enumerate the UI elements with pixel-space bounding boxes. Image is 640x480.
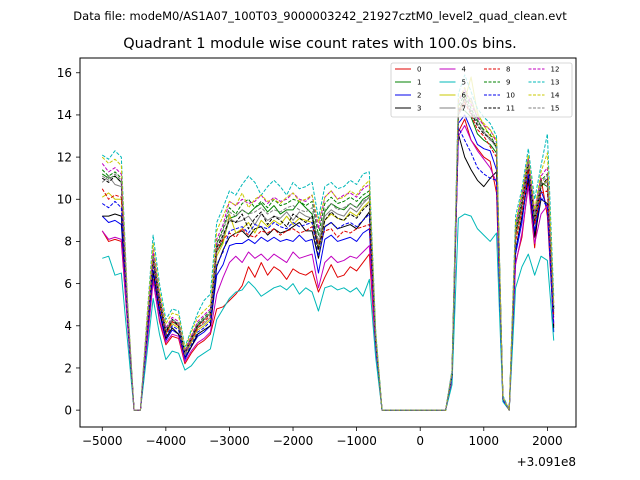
x-tick-label: −1000	[336, 434, 377, 448]
axes-frame	[79, 57, 577, 428]
y-tick-label: 4	[64, 319, 72, 333]
y-tick-label: 8	[64, 235, 72, 249]
series-line-10	[101, 127, 555, 411]
x-tick-label: −5000	[82, 434, 123, 448]
series-line-11	[101, 97, 555, 411]
legend-label-6: 6	[462, 92, 467, 100]
chart-title: Quadrant 1 module wise count rates with …	[123, 36, 517, 52]
legend-frame	[390, 62, 573, 118]
y-axis-ticks: 0 2 4 6 8 10 12 14 16	[57, 66, 80, 417]
x-axis-offset-label: +3.091e8	[517, 455, 576, 469]
y-tick-label: 12	[57, 150, 72, 164]
x-tick-label: −4000	[146, 434, 187, 448]
y-tick-label: 6	[64, 277, 72, 291]
y-tick-label: 10	[57, 193, 72, 207]
figure-suptitle: Data file: modeM0/AS1A07_100T03_90000032…	[73, 9, 567, 23]
legend-label-4: 4	[462, 66, 467, 74]
y-tick-label: 14	[57, 108, 72, 122]
legend-label-1: 1	[417, 79, 421, 87]
legend-label-11: 11	[506, 105, 515, 113]
x-tick-label: 2000	[532, 434, 563, 448]
legend-label-7: 7	[462, 105, 466, 113]
plot-lines	[101, 74, 555, 411]
legend-label-15: 15	[551, 105, 560, 113]
series-line-13	[101, 74, 555, 411]
series-line-12	[101, 89, 555, 411]
legend-label-12: 12	[551, 66, 560, 74]
x-tick-label: −2000	[273, 434, 314, 448]
series-line-15	[101, 99, 555, 411]
y-tick-label: 16	[57, 66, 72, 80]
legend-label-9: 9	[506, 79, 510, 87]
legend-label-14: 14	[551, 92, 560, 100]
series-line-5	[102, 213, 555, 411]
y-tick-label: 0	[64, 403, 72, 417]
series-line-2	[101, 114, 555, 411]
series-line-7	[101, 97, 555, 411]
x-tick-label: −3000	[209, 434, 250, 448]
legend-label-3: 3	[417, 105, 421, 113]
legend-label-5: 5	[462, 79, 466, 87]
legend-label-10: 10	[506, 92, 515, 100]
series-line-0	[101, 118, 555, 411]
legend-label-2: 2	[417, 92, 421, 100]
series-line-8	[101, 101, 555, 411]
x-tick-label: 1000	[469, 434, 500, 448]
legend-label-8: 8	[506, 66, 510, 74]
y-tick-label: 2	[64, 361, 72, 375]
series-line-4	[101, 124, 555, 411]
x-tick-label: 0	[416, 434, 424, 448]
legend-label-13: 13	[551, 79, 560, 87]
x-axis-ticks: −5000 −4000 −3000 −2000 −1000 0 1000 2000	[82, 427, 563, 448]
legend-label-0: 0	[417, 66, 421, 74]
